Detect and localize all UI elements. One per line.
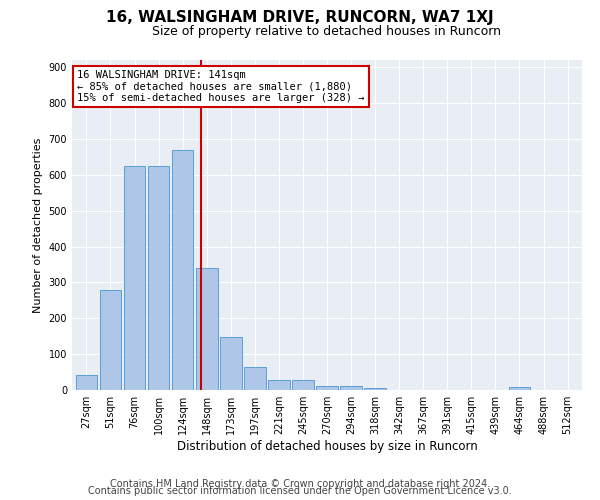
Text: Contains HM Land Registry data © Crown copyright and database right 2024.: Contains HM Land Registry data © Crown c… [110, 479, 490, 489]
Bar [316, 386, 338, 390]
Bar [124, 166, 145, 390]
Y-axis label: Number of detached properties: Number of detached properties [33, 138, 43, 312]
Text: 16 WALSINGHAM DRIVE: 141sqm
← 85% of detached houses are smaller (1,880)
15% of : 16 WALSINGHAM DRIVE: 141sqm ← 85% of det… [77, 70, 365, 103]
Title: Size of property relative to detached houses in Runcorn: Size of property relative to detached ho… [152, 25, 502, 38]
Bar [364, 388, 386, 390]
Bar [244, 366, 266, 390]
X-axis label: Distribution of detached houses by size in Runcorn: Distribution of detached houses by size … [176, 440, 478, 453]
Bar [292, 380, 314, 390]
Bar [172, 150, 193, 390]
Bar [509, 387, 530, 390]
Bar [100, 290, 121, 390]
Bar [220, 337, 242, 390]
Bar [340, 386, 362, 390]
Bar [76, 375, 97, 390]
Bar [196, 268, 218, 390]
Bar [148, 166, 169, 390]
Text: Contains public sector information licensed under the Open Government Licence v3: Contains public sector information licen… [88, 486, 512, 496]
Bar [268, 380, 290, 390]
Text: 16, WALSINGHAM DRIVE, RUNCORN, WA7 1XJ: 16, WALSINGHAM DRIVE, RUNCORN, WA7 1XJ [106, 10, 494, 25]
